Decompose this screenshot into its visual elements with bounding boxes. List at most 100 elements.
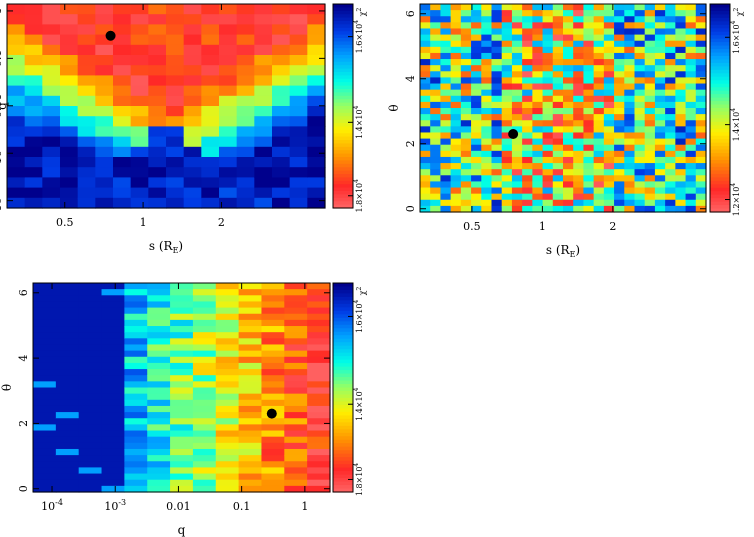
heatmap-cell — [593, 40, 605, 48]
heatmap-cell — [695, 199, 707, 207]
heatmap-cell — [124, 430, 148, 438]
heatmap-cell — [78, 283, 103, 290]
heatmap-cell — [170, 283, 194, 290]
heatmap-cell — [665, 95, 676, 103]
colorbar-segment — [710, 21, 730, 26]
heatmap-cell — [440, 169, 452, 176]
colorbar-segment — [333, 34, 353, 39]
heatmap-cell — [284, 313, 308, 321]
heatmap-cell — [440, 126, 452, 134]
heatmap-cell — [307, 157, 326, 168]
heatmap-cell — [675, 46, 687, 54]
colorbar-segment — [710, 62, 730, 67]
heatmap-cell — [284, 448, 308, 456]
heatmap-cell — [644, 16, 656, 23]
heatmap-cell — [450, 4, 462, 11]
heatmap-cell — [33, 387, 57, 395]
heatmap-cell — [634, 40, 646, 48]
heatmap-cell — [238, 381, 263, 389]
heatmap-cell — [166, 65, 185, 76]
heatmap-cell — [166, 24, 185, 36]
heatmap-cell — [148, 136, 167, 148]
heatmap-cell — [552, 28, 564, 36]
heatmap-cell — [201, 44, 220, 56]
heatmap-cell — [147, 313, 171, 321]
heatmap-cell — [24, 24, 43, 36]
heatmap-cell — [675, 126, 687, 134]
heatmap-cell — [583, 34, 595, 42]
heatmap-cell — [307, 344, 331, 352]
heatmap-cell — [440, 34, 452, 42]
heatmap-cell — [675, 175, 687, 183]
heatmap-cell — [24, 65, 43, 76]
heatmap-cell — [654, 71, 666, 79]
heatmap-cell — [289, 177, 308, 189]
heatmap-cell — [450, 101, 462, 109]
heatmap-cell — [284, 289, 308, 296]
heatmap-cell — [460, 114, 472, 121]
heatmap-cell — [147, 326, 171, 333]
heatmap-cell — [450, 132, 462, 140]
heatmap-cell — [573, 120, 585, 127]
heatmap-cell — [624, 83, 636, 91]
heatmap-cell — [532, 34, 544, 42]
heatmap-cell — [238, 442, 263, 450]
heatmap-cell — [238, 362, 263, 370]
heatmap-cell — [272, 167, 291, 178]
heatmap-cell — [289, 75, 308, 87]
heatmap-cell — [307, 34, 326, 46]
heatmap-cell — [644, 95, 656, 103]
heatmap-cell — [593, 16, 605, 23]
heatmap-cell — [113, 116, 132, 127]
heatmap-cell — [236, 187, 255, 199]
heatmap-cell — [33, 405, 57, 413]
heatmap-cell — [511, 95, 523, 103]
heatmap-cell — [491, 22, 503, 30]
heatmap-cell — [593, 169, 605, 176]
heatmap-cell — [491, 150, 503, 158]
heatmap-cell — [440, 40, 452, 48]
heatmap-cell — [101, 479, 125, 487]
heatmap-cell — [552, 77, 564, 85]
colorbar-segment — [333, 153, 353, 158]
heatmap-cell — [614, 187, 625, 195]
heatmap-cell — [450, 181, 462, 189]
heatmap-cell — [33, 326, 57, 333]
heatmap-cell — [532, 156, 544, 164]
heatmap-cell — [33, 375, 57, 382]
heatmap-cell — [236, 136, 255, 148]
heatmap-cell — [501, 46, 513, 54]
heatmap-cell — [440, 150, 452, 158]
colorbar-segment — [333, 408, 353, 413]
heatmap-cell — [471, 10, 482, 17]
heatmap-cell — [644, 150, 656, 158]
heatmap-cell — [430, 71, 442, 79]
heatmap-cell — [130, 75, 149, 87]
heatmap-cell — [634, 59, 646, 66]
heatmap-cell — [192, 344, 217, 352]
heatmap-cell — [522, 108, 533, 115]
heatmap-cell — [522, 144, 533, 152]
heatmap-cell — [113, 65, 132, 76]
heatmap-cell — [55, 369, 80, 376]
heatmap-cell — [192, 424, 217, 432]
heatmap-cell — [42, 34, 61, 46]
heatmap-cell — [634, 52, 646, 60]
heatmap-cell — [583, 132, 595, 140]
heatmap-cell — [614, 108, 625, 115]
heatmap-cell — [307, 350, 331, 358]
heatmap-cell — [238, 418, 263, 425]
heatmap-cell — [654, 101, 666, 109]
heatmap-cell — [215, 369, 240, 376]
heatmap-cell — [460, 4, 472, 11]
colorbar-segment — [333, 485, 353, 490]
heatmap-cell — [614, 28, 625, 36]
heatmap-cell — [511, 169, 523, 176]
heatmap-cell — [685, 169, 697, 176]
heatmap-cell — [430, 163, 442, 170]
heatmap-cell — [238, 332, 263, 339]
heatmap-cell — [481, 10, 493, 17]
colorbar-segment — [333, 380, 353, 385]
heatmap-cell — [583, 52, 595, 60]
heatmap-cell — [215, 362, 240, 370]
